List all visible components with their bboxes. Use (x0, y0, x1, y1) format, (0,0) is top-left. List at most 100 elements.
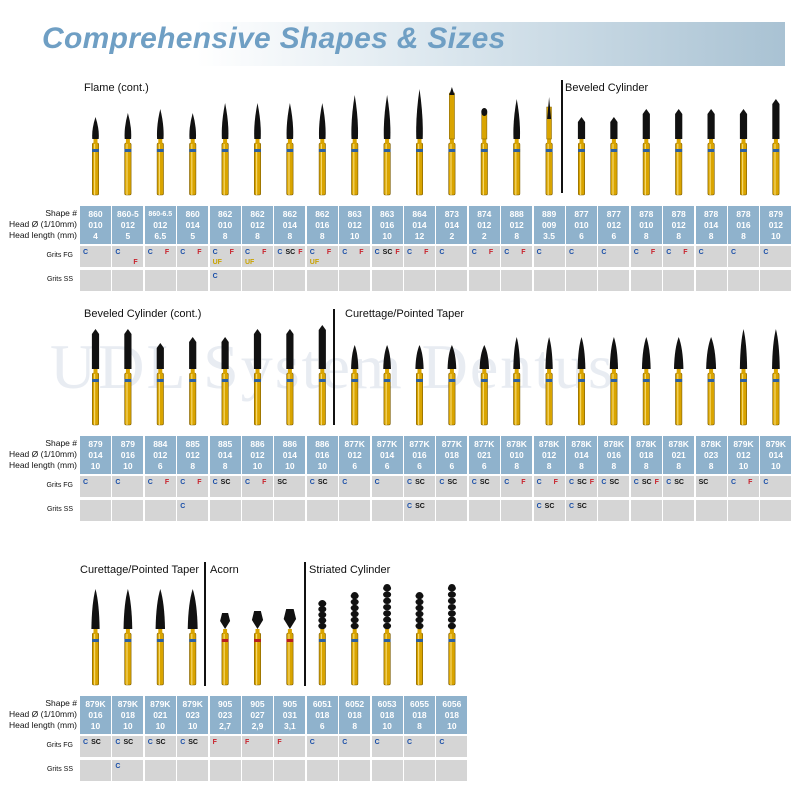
grit-c: C (180, 479, 186, 486)
head-diameter: 018 (380, 710, 395, 720)
head-length: 2,9 (251, 721, 264, 731)
head-length: 2 (449, 231, 455, 241)
head-diameter: 016 (412, 450, 427, 460)
shape-number: 6056 (442, 699, 462, 709)
shape-number: 860-5 (117, 209, 139, 219)
grit-sc: SC (277, 479, 288, 486)
shape-number: 864 (412, 209, 427, 219)
grit-c: C (731, 479, 737, 486)
bur-879K (123, 589, 133, 686)
bur-877 (610, 117, 618, 196)
bur-879K (155, 589, 166, 686)
shape-number: 886 (250, 439, 265, 449)
bur-877K (383, 345, 391, 426)
shape-cell: 879 012 10 (760, 206, 792, 244)
shape-cell: 905 027 2,9 (242, 696, 273, 734)
shape-number: 879K (733, 439, 754, 449)
head-length: 8 (514, 461, 520, 471)
grit-cell-ss (177, 270, 209, 291)
shape-number: 878K (668, 439, 689, 449)
head-diameter: 018 (347, 710, 362, 720)
row-label-grits-fg: Grits FG (46, 252, 73, 259)
grit-cell-fg: C (339, 736, 371, 757)
grit-cell-ss (80, 760, 111, 781)
grit-c: C (115, 763, 121, 770)
shape-number: 889 (542, 209, 557, 219)
section-divider (304, 562, 306, 686)
head-diameter: 014 (185, 220, 200, 230)
head-diameter: 012 (477, 220, 492, 230)
grit-cell-ss (144, 270, 176, 291)
grit-cell-ss (598, 500, 630, 521)
bur-879K (772, 329, 780, 426)
shape-number: 879K (765, 439, 787, 449)
grit-c: C (147, 249, 153, 256)
row-label-head-length: Head length (mm) (8, 720, 77, 730)
grit-cell-ss (274, 500, 306, 521)
grit-cell-fg: C SC F (566, 476, 597, 497)
head-diameter: 016 (315, 450, 330, 460)
shape-number: 878K (506, 439, 527, 449)
head-length: 3.5 (543, 231, 555, 241)
grit-f: F (262, 249, 267, 256)
head-length: 6 (352, 461, 358, 471)
grit-sc: SC (577, 503, 587, 510)
grit-cell-fg: C (566, 246, 597, 267)
bur-877K (479, 345, 490, 426)
grit-c: C (601, 249, 607, 256)
head-diameter: 018 (120, 710, 135, 720)
grit-cell-ss (177, 760, 209, 781)
head-diameter: 016 (315, 220, 330, 230)
head-length: 10 (90, 461, 101, 471)
grit-cell-ss (436, 760, 468, 781)
head-diameter: 023 (218, 710, 233, 720)
head-length: 6 (319, 721, 325, 731)
grit-cell-fg: C SC (663, 476, 695, 497)
shape-cell: 878K 021 8 (663, 436, 695, 474)
grit-cell-fg: C SC F (630, 476, 662, 497)
shape-number: 879 (768, 209, 783, 219)
row-label-head-diameter: Head Ø (1/10mm) (8, 219, 77, 229)
head-diameter: 012 (736, 450, 751, 460)
shape-cell: 6053 018 10 (371, 696, 403, 734)
shape-cell: 863 016 10 (371, 206, 403, 244)
grit-f: F (197, 479, 202, 486)
grit-f: F (683, 249, 688, 256)
grit-c: C (633, 479, 639, 486)
head-diameter: 010 (509, 450, 524, 460)
head-length: 8 (255, 231, 260, 241)
bur-878K (706, 337, 717, 426)
head-length: 6 (157, 461, 163, 471)
shape-cell: 6055 018 8 (404, 696, 435, 734)
grit-sc: SC (188, 739, 198, 746)
bur-885 (189, 337, 197, 426)
grit-c: C (439, 249, 445, 256)
grit-cell-ss (80, 500, 111, 521)
bur-888 (513, 99, 521, 196)
grit-c: C (407, 503, 413, 510)
head-diameter: 014 (574, 450, 589, 460)
head-length: 8 (741, 231, 746, 241)
shape-cell: 879K 016 10 (80, 696, 111, 734)
head-length: 6.5 (154, 231, 167, 241)
grit-cell-ss: C (209, 270, 241, 291)
grit-cell-ss (404, 760, 435, 781)
shape-cell: 873 014 2 (436, 206, 468, 244)
shape-number: 879K (182, 699, 203, 709)
grit-cell-fg: C SC (80, 736, 111, 757)
bur-873 (448, 87, 456, 196)
head-length: 8 (319, 231, 325, 241)
head-length: 6 (417, 461, 422, 471)
head-length: 5 (125, 231, 131, 241)
grit-sc: SC (285, 249, 296, 256)
row-label-grits-ss: Grits SS (46, 766, 73, 773)
shape-cell: 877 012 6 (598, 206, 630, 244)
bur-878K (641, 337, 651, 426)
grit-f: F (277, 739, 282, 746)
grit-f: F (395, 249, 400, 256)
grit-cell-fg: C SC (404, 476, 435, 497)
shape-number: 878K (700, 439, 722, 449)
grit-c: C (212, 479, 218, 486)
